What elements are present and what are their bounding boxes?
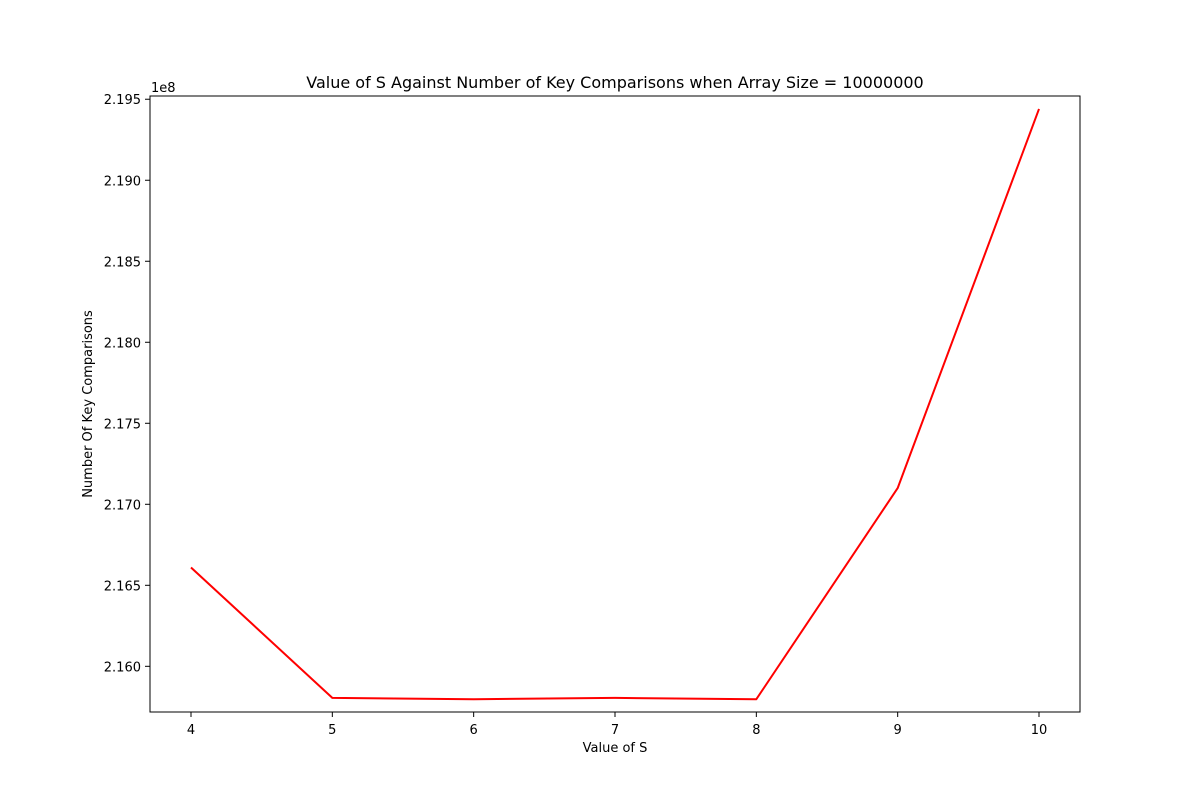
axis-ticks: 4 5 6 7 8 9 10 2.160 2.165 2.170 2.175 2.180 2.185 2.… (104, 93, 1048, 738)
y-tick-label: 2.165 (104, 579, 141, 594)
x-tick-label: 10 (1031, 723, 1048, 738)
y-axis-label: Number Of Key Comparisons (81, 310, 96, 498)
y-tick-label: 2.170 (104, 498, 141, 513)
y-tick-label: 2.160 (104, 660, 141, 675)
series-line (190, 108, 1040, 701)
y-tick-label: 2.175 (104, 417, 141, 432)
y-tick-label: 2.180 (104, 336, 141, 351)
x-tick-label: 5 (328, 723, 336, 738)
y-tick-label: 2.190 (104, 174, 141, 189)
x-tick-label: 8 (752, 723, 760, 738)
y-tick-label: 2.195 (104, 93, 141, 108)
x-axis-label: Value of S (583, 741, 648, 756)
plot-frame (149, 95, 1081, 713)
y-tick-label: 2.185 (104, 255, 141, 270)
x-tick-label: 6 (470, 723, 478, 738)
x-tick-label: 7 (611, 723, 619, 738)
plot-area (190, 108, 1040, 701)
x-tick-label: 4 (187, 723, 195, 738)
y-offset-label: 1e8 (151, 81, 176, 96)
chart-title: Value of S Against Number of Key Compari… (306, 73, 923, 92)
x-tick-label: 9 (894, 723, 902, 738)
